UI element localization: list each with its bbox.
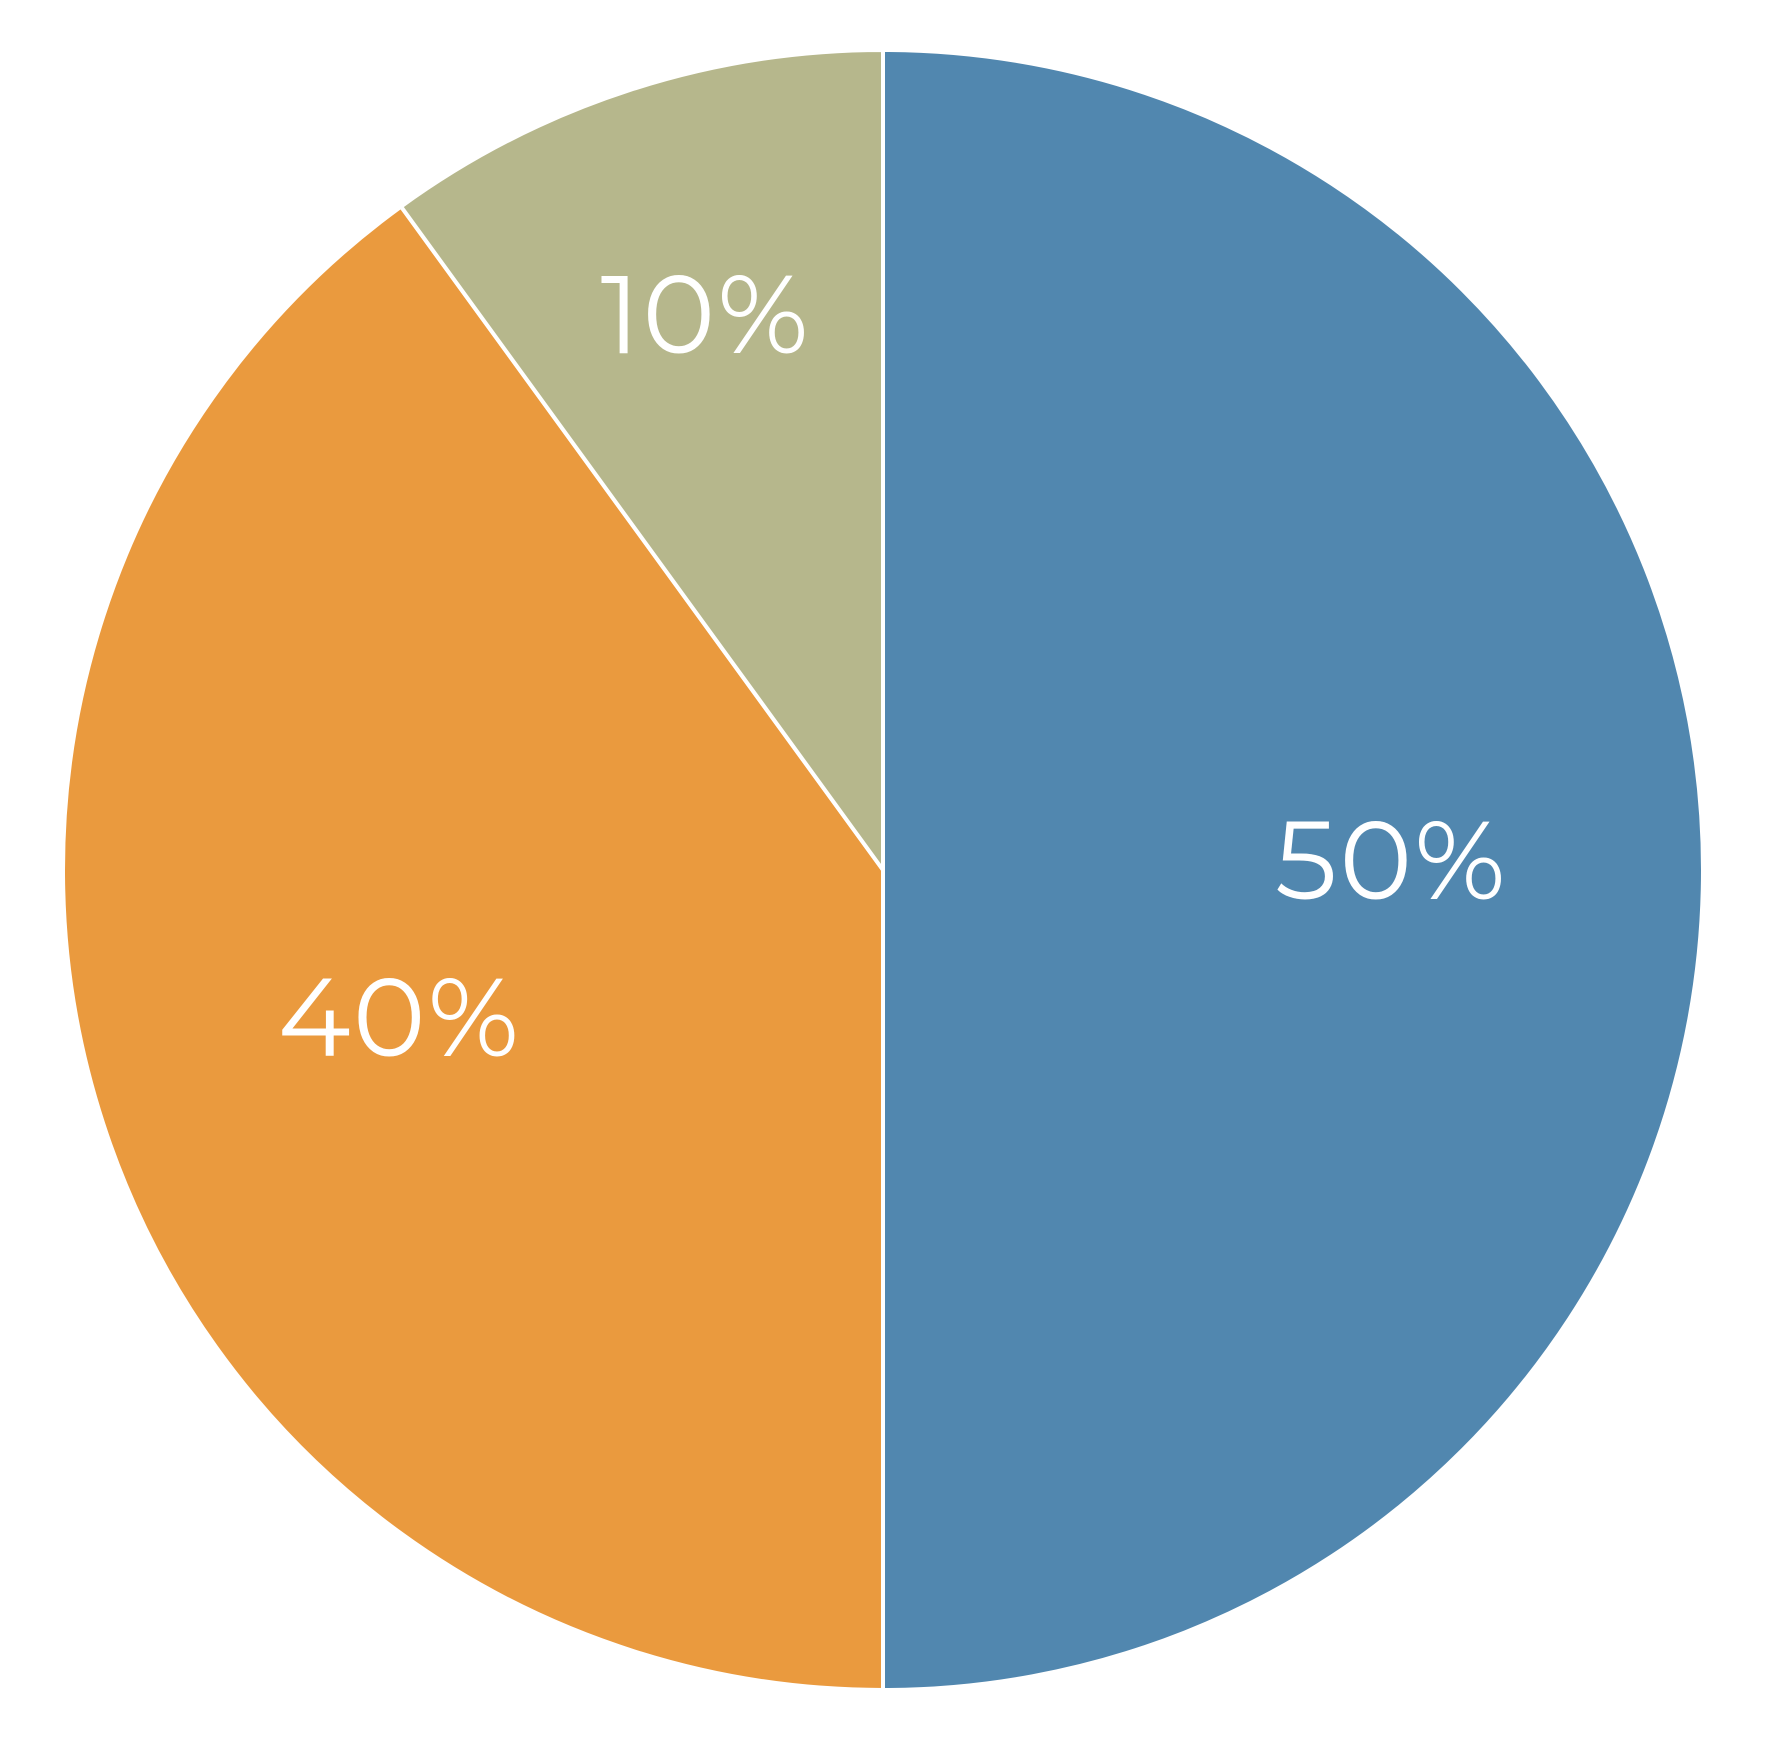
pie-slice-label-1: 40%	[278, 950, 521, 1084]
pie-slice-label-2: 10%	[600, 247, 810, 381]
pie-chart: 50% 40% 10%	[0, 0, 1766, 1741]
pie-slice-label-0: 50%	[1275, 793, 1508, 927]
pie-chart-container: 50% 40% 10%	[0, 0, 1766, 1741]
